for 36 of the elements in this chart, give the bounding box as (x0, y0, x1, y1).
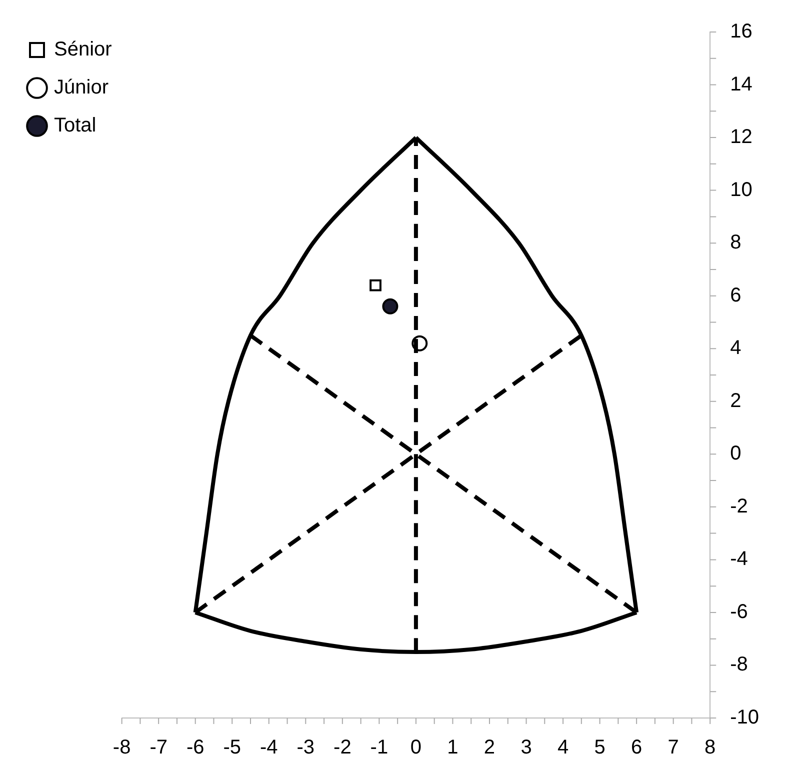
x-tick-label: 5 (594, 736, 606, 759)
y-tick-label: -8 (730, 654, 748, 676)
y-tick-label: -6 (730, 600, 748, 623)
y-tick-label: -2 (730, 495, 748, 518)
y-tick-label: 2 (730, 390, 742, 412)
x-tick-label: 4 (557, 736, 569, 759)
y-tick-label: 10 (730, 178, 752, 201)
x-tick-label: -8 (112, 736, 131, 759)
legend-label: Sénior (54, 38, 112, 61)
x-tick-label: 7 (668, 736, 679, 759)
y-tick-label: 0 (730, 442, 742, 465)
x-tick-label: -5 (223, 736, 242, 759)
point (382, 298, 398, 314)
y-tick-label: 6 (730, 284, 742, 306)
point (370, 279, 382, 292)
x-tick-label: -4 (260, 736, 278, 759)
x-tick-label: -3 (296, 736, 315, 759)
y-tick-label: 4 (730, 337, 742, 360)
x-tick-label: -6 (186, 736, 204, 759)
x-tick-label: 3 (520, 736, 532, 759)
x-tick-label: -7 (150, 736, 168, 759)
x-tick-label: 1 (447, 736, 458, 759)
y-tick-label: -4 (730, 548, 748, 570)
y-tick-label: 8 (730, 232, 742, 254)
legend-label: Total (54, 114, 96, 137)
legend-label: Júnior (54, 76, 109, 99)
y-tick-label: -10 (730, 706, 759, 729)
x-tick-label: 0 (410, 736, 422, 759)
y-tick-label: 14 (730, 73, 752, 96)
x-tick-label: -1 (370, 736, 388, 759)
x-tick-label: 8 (704, 736, 716, 759)
x-tick-label: 6 (630, 736, 642, 759)
y-tick-label: 12 (730, 126, 752, 148)
y-tick-label: 16 (730, 20, 752, 43)
x-tick-label: -2 (334, 736, 352, 759)
x-tick-label: 2 (484, 736, 496, 759)
